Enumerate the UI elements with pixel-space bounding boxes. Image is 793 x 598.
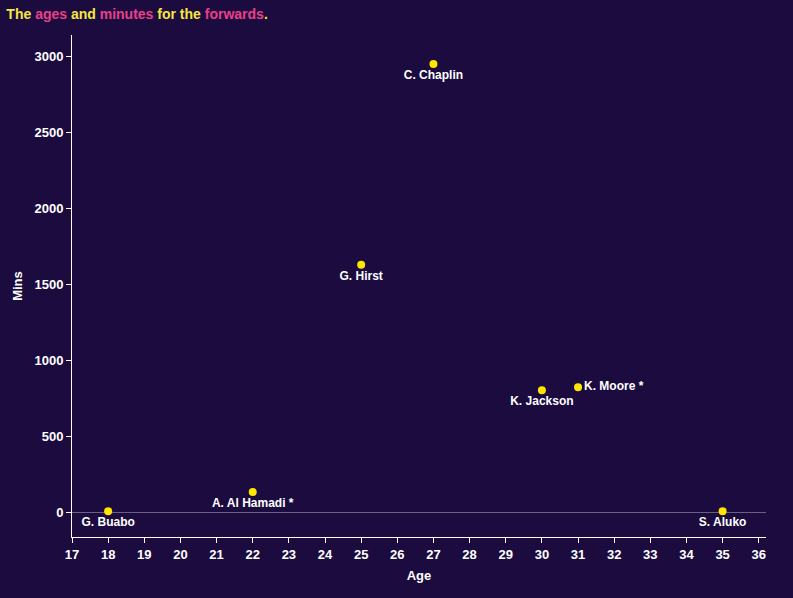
svg-text:19: 19 — [137, 547, 151, 562]
svg-text:1000: 1000 — [34, 353, 63, 368]
svg-text:Mins: Mins — [10, 271, 25, 301]
svg-text:30: 30 — [535, 547, 549, 562]
svg-text:18: 18 — [101, 547, 115, 562]
svg-text:21: 21 — [209, 547, 223, 562]
svg-text:31: 31 — [571, 547, 585, 562]
svg-text:27: 27 — [426, 547, 440, 562]
svg-text:A. Al Hamadi *: A. Al Hamadi * — [212, 496, 294, 510]
svg-text:33: 33 — [643, 547, 657, 562]
svg-text:36: 36 — [752, 547, 766, 562]
svg-text:24: 24 — [318, 547, 333, 562]
svg-text:S. Aluko: S. Aluko — [699, 515, 747, 529]
svg-text:The ages and minutes for the f: The ages and minutes for the forwards. — [6, 6, 267, 22]
svg-text:3000: 3000 — [34, 49, 63, 64]
svg-text:28: 28 — [462, 547, 476, 562]
svg-text:Age: Age — [407, 568, 432, 583]
svg-text:C. Chaplin: C. Chaplin — [404, 68, 463, 82]
svg-text:34: 34 — [679, 547, 694, 562]
svg-text:K. Jackson: K. Jackson — [510, 394, 573, 408]
svg-text:2500: 2500 — [34, 125, 63, 140]
svg-text:26: 26 — [390, 547, 404, 562]
svg-text:G. Hirst: G. Hirst — [339, 269, 382, 283]
svg-text:32: 32 — [607, 547, 621, 562]
svg-text:2000: 2000 — [34, 201, 63, 216]
svg-text:0: 0 — [56, 505, 63, 520]
svg-text:17: 17 — [65, 547, 79, 562]
svg-text:25: 25 — [354, 547, 368, 562]
svg-text:1500: 1500 — [34, 277, 63, 292]
svg-text:22: 22 — [245, 547, 259, 562]
svg-text:20: 20 — [173, 547, 187, 562]
svg-text:29: 29 — [499, 547, 513, 562]
svg-text:K. Moore *: K. Moore * — [584, 379, 644, 393]
svg-text:500: 500 — [42, 429, 64, 444]
svg-text:23: 23 — [282, 547, 296, 562]
svg-text:35: 35 — [715, 547, 729, 562]
svg-text:G. Buabo: G. Buabo — [81, 515, 134, 529]
